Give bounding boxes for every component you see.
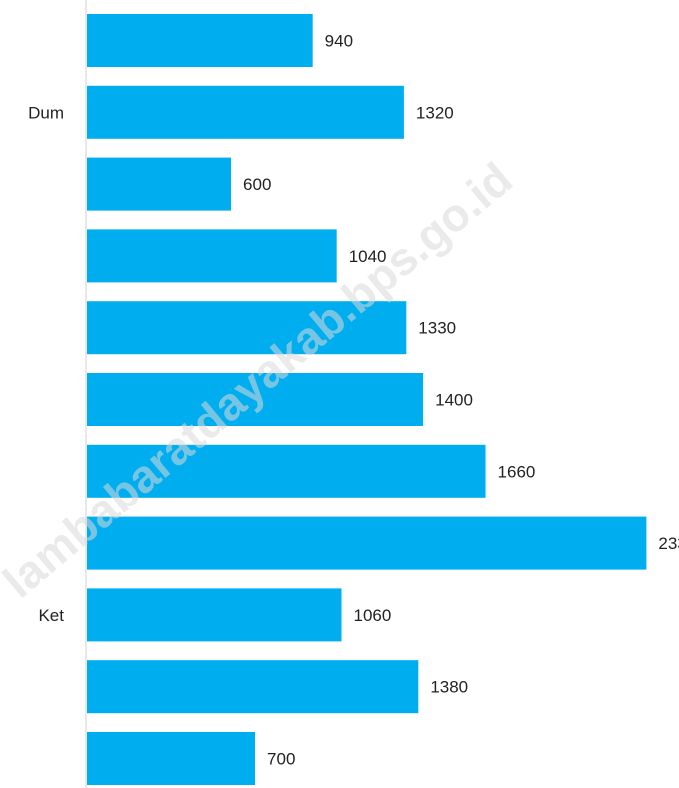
bar-0 (87, 14, 313, 67)
bar-9 (87, 660, 419, 714)
category-labels-group: Dum Ket (28, 103, 64, 625)
bar-8 (87, 588, 342, 642)
bar-2 (87, 157, 232, 211)
bar-6 (87, 444, 486, 498)
bar-value-label-3: 1040 (349, 247, 387, 266)
bars-group (87, 14, 647, 785)
bar-10 (87, 732, 256, 785)
bar-value-label-6: 1660 (498, 462, 536, 481)
bar-1 (87, 85, 404, 139)
bar-value-label-7: 2330 (658, 534, 679, 553)
bar-3 (87, 229, 337, 283)
bar-value-label-0: 940 (325, 32, 353, 51)
category-label-1: Ket (38, 606, 64, 625)
bar-value-label-10: 700 (267, 750, 295, 769)
value-labels-group: 940 1320 600 1040 1330 1400 1660 2330 1060 1380 70… (243, 32, 679, 769)
bar-value-label-4: 1330 (418, 319, 456, 338)
bar-value-label-5: 1400 (435, 391, 473, 410)
bar-value-label-8: 1060 (353, 606, 391, 625)
bar-value-label-1: 1320 (416, 103, 454, 122)
bar-7 (87, 516, 647, 570)
bar-4 (87, 301, 407, 355)
category-label-0: Dum (28, 103, 64, 122)
bar-value-label-2: 600 (243, 175, 271, 194)
bar-value-label-9: 1380 (430, 678, 468, 697)
bar-5 (87, 373, 424, 426)
